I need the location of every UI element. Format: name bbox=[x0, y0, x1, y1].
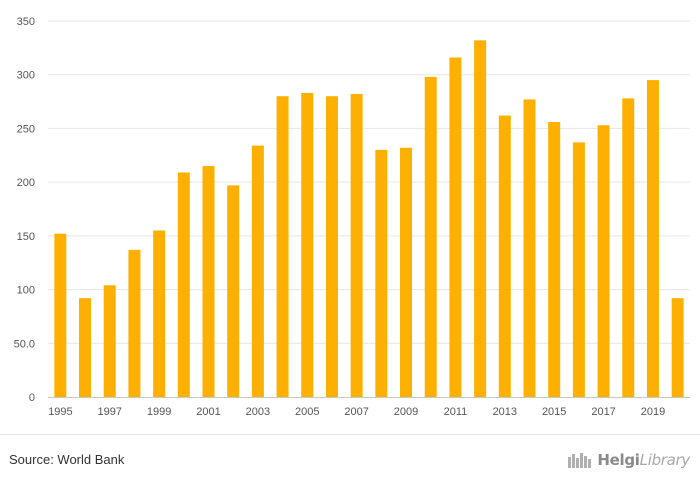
x-tick-label: 2003 bbox=[246, 406, 270, 418]
bar-2014[interactable] bbox=[523, 99, 536, 398]
bar-1996[interactable] bbox=[79, 298, 92, 397]
bar-2017[interactable] bbox=[597, 125, 610, 397]
x-axis-tick-labels: 1995 1997 1999 2001 2003 2005 2007 2009 2011 2013… bbox=[48, 406, 665, 418]
x-tick-label: 2015 bbox=[542, 406, 566, 418]
bars bbox=[54, 40, 684, 398]
bar-2013[interactable] bbox=[498, 115, 511, 397]
chart-footer: Source: World Bank HelgiLibrary bbox=[0, 434, 700, 484]
y-tick-label: 100 bbox=[17, 285, 35, 297]
bar-2009[interactable] bbox=[400, 147, 413, 397]
x-tick-label: 1999 bbox=[147, 406, 171, 418]
bar-2010[interactable] bbox=[424, 76, 437, 397]
bar-2007[interactable] bbox=[350, 94, 363, 398]
bar-2011[interactable] bbox=[449, 57, 462, 397]
bar-2006[interactable] bbox=[325, 96, 338, 397]
y-tick-label: 350 bbox=[17, 16, 35, 28]
source-label: Source: World Bank bbox=[9, 452, 125, 467]
brand-name: HelgiLibrary bbox=[597, 451, 690, 469]
bar-2019[interactable] bbox=[646, 80, 659, 397]
x-tick-label: 2007 bbox=[344, 406, 368, 418]
y-tick-label: 50.0 bbox=[14, 338, 35, 350]
x-tick-label: 2011 bbox=[444, 406, 468, 418]
bar-2002[interactable] bbox=[227, 185, 240, 397]
gridlines bbox=[48, 20, 690, 344]
bar-2004[interactable] bbox=[276, 96, 289, 397]
x-tick-label: 1995 bbox=[48, 406, 72, 418]
x-tick-label: 2019 bbox=[641, 406, 665, 418]
bar-2016[interactable] bbox=[572, 142, 585, 397]
helgi-library-logo[interactable]: HelgiLibrary bbox=[567, 449, 690, 471]
bar-2000[interactable] bbox=[177, 172, 190, 397]
bar-2001[interactable] bbox=[202, 166, 215, 397]
x-tick-label: 2001 bbox=[196, 406, 220, 418]
y-axis-tick-labels: 0 50.0 100 150 200 250 300 350 bbox=[14, 16, 35, 404]
x-tick-label: 2009 bbox=[394, 406, 418, 418]
bar-1998[interactable] bbox=[128, 249, 141, 397]
bar-chart: 0 50.0 100 150 200 250 300 350 1995 1997 1999 2001… bbox=[14, 16, 690, 418]
bar-2015[interactable] bbox=[548, 121, 561, 398]
x-tick-label: 1997 bbox=[97, 406, 121, 418]
bar-2018[interactable] bbox=[622, 98, 635, 397]
bar-2012[interactable] bbox=[474, 40, 487, 397]
y-tick-label: 250 bbox=[17, 123, 35, 135]
y-tick-label: 150 bbox=[17, 231, 35, 243]
bar-2020[interactable] bbox=[671, 298, 684, 397]
y-tick-label: 300 bbox=[17, 70, 35, 82]
bar-1995[interactable] bbox=[54, 233, 67, 397]
bar-2005[interactable] bbox=[301, 92, 314, 397]
library-logo-icon bbox=[568, 453, 592, 468]
x-tick-label: 2005 bbox=[295, 406, 319, 418]
bar-2008[interactable] bbox=[375, 149, 388, 397]
x-tick-label: 2017 bbox=[591, 406, 615, 418]
bar-1997[interactable] bbox=[103, 285, 116, 397]
y-tick-label: 200 bbox=[17, 177, 35, 189]
x-tick-label: 2013 bbox=[493, 406, 517, 418]
y-tick-label: 0 bbox=[29, 392, 35, 404]
bar-1999[interactable] bbox=[153, 230, 166, 397]
bar-2003[interactable] bbox=[251, 145, 264, 397]
